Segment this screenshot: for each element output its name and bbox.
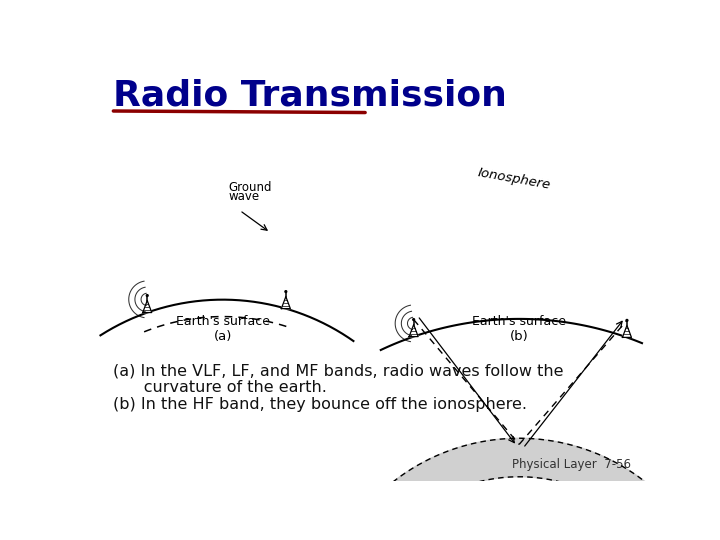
Text: Radio Transmission: Radio Transmission bbox=[113, 79, 507, 113]
Text: (b) In the HF band, they bounce off the ionosphere.: (b) In the HF band, they bounce off the … bbox=[113, 397, 527, 413]
Text: Ionosphere: Ionosphere bbox=[476, 166, 552, 192]
Circle shape bbox=[626, 320, 628, 321]
Text: curvature of the earth.: curvature of the earth. bbox=[113, 381, 327, 395]
Text: (a) In the VLF, LF, and MF bands, radio waves follow the: (a) In the VLF, LF, and MF bands, radio … bbox=[113, 363, 564, 379]
Polygon shape bbox=[623, 326, 631, 338]
Text: Physical Layer  7-56: Physical Layer 7-56 bbox=[512, 458, 631, 471]
Text: Earth's surface: Earth's surface bbox=[176, 315, 270, 328]
Text: wave: wave bbox=[229, 190, 260, 202]
Circle shape bbox=[146, 295, 148, 296]
Text: (b): (b) bbox=[510, 330, 528, 343]
Polygon shape bbox=[409, 325, 418, 336]
Polygon shape bbox=[385, 438, 645, 517]
Circle shape bbox=[413, 319, 415, 320]
Text: Ground: Ground bbox=[229, 181, 272, 194]
Text: (a): (a) bbox=[214, 330, 232, 343]
Circle shape bbox=[285, 291, 287, 293]
Text: Earth's surface: Earth's surface bbox=[472, 315, 566, 328]
Polygon shape bbox=[282, 296, 290, 308]
Polygon shape bbox=[143, 301, 152, 313]
